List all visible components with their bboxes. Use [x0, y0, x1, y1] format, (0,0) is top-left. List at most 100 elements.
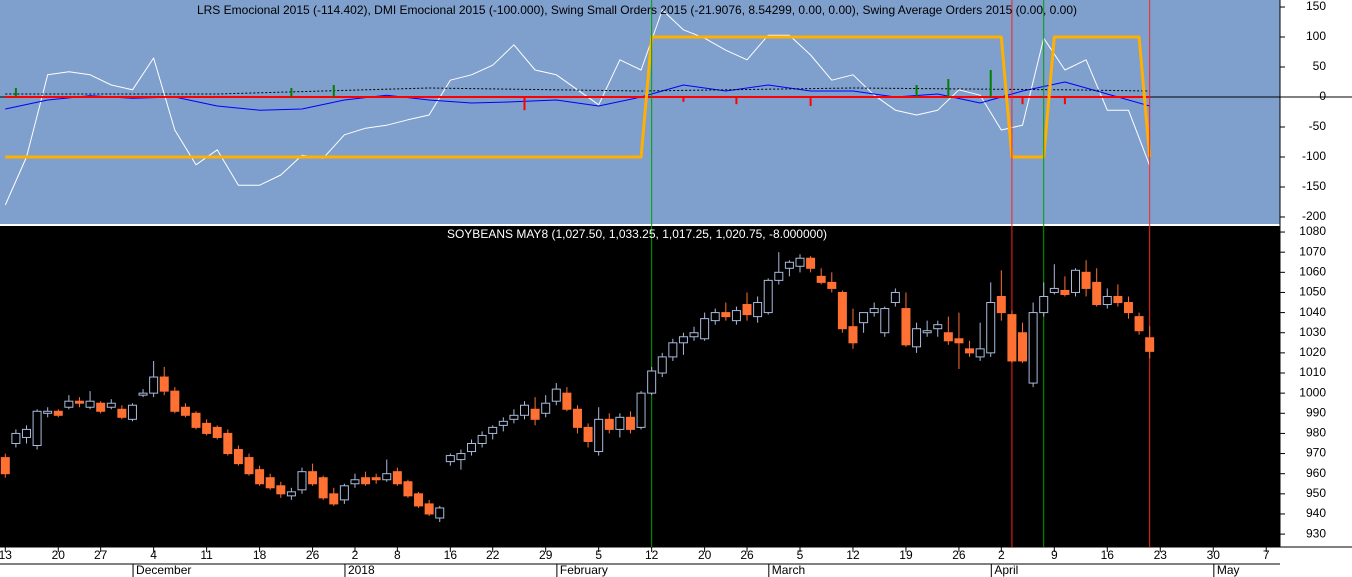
y-tick-label: 1000 [1299, 385, 1326, 399]
candle-body [1102, 295, 1112, 306]
y-tick-label: 1030 [1299, 325, 1326, 339]
candle-body [106, 402, 116, 408]
candle-body [392, 471, 402, 485]
candle-body [170, 390, 180, 412]
candle-body [255, 469, 265, 485]
candle-body [1134, 316, 1144, 332]
candle-body [1081, 271, 1091, 289]
candle-body [276, 485, 286, 495]
y-tick-label: -50 [1309, 119, 1327, 133]
candle-body [180, 406, 190, 416]
candle-body [1049, 287, 1059, 293]
x-tick-label: 29 [539, 548, 553, 562]
y-tick-label: 50 [1313, 59, 1327, 73]
candle-body [880, 308, 890, 334]
candle-body [572, 408, 582, 428]
x-tick-label: 16 [444, 548, 458, 562]
x-tick-label: 18 [253, 548, 267, 562]
y-tick-label: 980 [1306, 426, 1326, 440]
candle-body [1092, 281, 1102, 306]
candle-body [753, 302, 763, 318]
candle-body [477, 434, 487, 444]
candle-body [467, 442, 477, 453]
x-tick-label: 12 [645, 548, 659, 562]
candle-body [530, 408, 540, 420]
candle-body [774, 271, 784, 281]
y-tick-label: 150 [1306, 0, 1326, 13]
y-tick-label: 930 [1306, 526, 1326, 540]
candle-body [74, 400, 84, 404]
y-tick-label: 1020 [1299, 345, 1326, 359]
month-label: April [994, 563, 1018, 577]
candle-body [816, 275, 826, 283]
candle-body [32, 410, 42, 447]
x-tick-label: 19 [899, 548, 913, 562]
y-tick-label: 1050 [1299, 285, 1326, 299]
candle-body [403, 481, 413, 497]
x-tick-label: 13 [0, 548, 12, 562]
x-tick-label: 11 [200, 548, 213, 562]
price-panel [0, 226, 1280, 547]
candle-body [435, 507, 445, 519]
candle-body [636, 392, 646, 428]
candle-body [382, 473, 392, 481]
candle-body [859, 312, 869, 324]
candle-body [763, 279, 773, 314]
candle-body [1145, 337, 1155, 352]
x-tick-label: 7 [1263, 548, 1270, 562]
y-tick-label: 960 [1306, 466, 1326, 480]
x-tick-label: 2 [352, 548, 359, 562]
candle-body [350, 479, 360, 485]
x-tick-label: 16 [1101, 548, 1115, 562]
candle-body [965, 348, 975, 354]
candle-body [721, 312, 731, 318]
x-tick-label: 4 [150, 548, 157, 562]
y-tick-label: 100 [1306, 29, 1326, 43]
indicator-title: LRS Emocional 2015 (-114.402), DMI Emoci… [197, 3, 1077, 17]
candle-body [1028, 312, 1038, 384]
candle-body [890, 291, 900, 304]
y-tick-label: 1040 [1299, 305, 1326, 319]
y-tick-label: -100 [1302, 149, 1326, 163]
candle-body [53, 410, 63, 416]
candle-body [657, 356, 667, 374]
candle-body [647, 370, 657, 394]
x-tick-label: 5 [797, 548, 804, 562]
candle-body [594, 418, 604, 453]
month-label: February [560, 563, 608, 577]
candle-body [0, 457, 10, 475]
candle-body [445, 455, 455, 463]
candle-body [127, 404, 137, 420]
indicator-line [5, 81, 1150, 111]
x-tick-label: 5 [595, 548, 602, 562]
candle-body [456, 453, 466, 461]
y-tick-label: 940 [1306, 506, 1326, 520]
candle-body [1060, 289, 1070, 295]
y-tick-label: 1010 [1299, 365, 1326, 379]
y-tick-label: -200 [1302, 209, 1326, 223]
candle-body [837, 291, 847, 330]
candle-body [21, 428, 31, 438]
candle-body [138, 392, 148, 396]
candle-body [986, 302, 996, 354]
candle-body [488, 426, 498, 434]
month-label: March [772, 563, 805, 577]
candle-body [233, 449, 243, 465]
candle-body [827, 281, 837, 289]
candle-body [64, 400, 74, 408]
x-tick-label: 26 [952, 548, 966, 562]
candle-body [943, 332, 953, 342]
candle-body [912, 328, 922, 348]
candle-body [742, 304, 752, 316]
candle-body [604, 418, 614, 430]
candle-body [731, 310, 741, 322]
candle-body [1018, 332, 1028, 362]
x-tick-label: 9 [1051, 548, 1058, 562]
candle-body [96, 402, 106, 412]
candle-body [149, 376, 159, 394]
price-title: SOYBEANS MAY8 (1,027.50, 1,033.25, 1,017… [447, 227, 827, 241]
candle-body [1070, 269, 1080, 293]
candle-body [541, 402, 551, 414]
